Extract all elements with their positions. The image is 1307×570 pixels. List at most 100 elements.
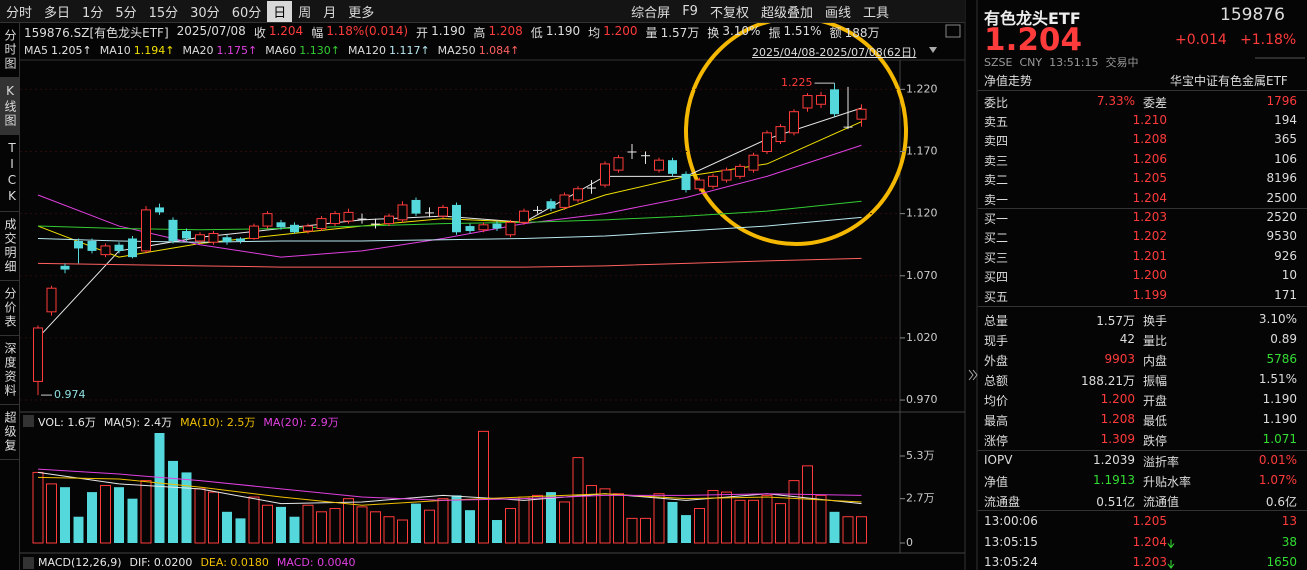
stat-value: 0.89	[1270, 332, 1297, 346]
side-tab[interactable]: TICK	[0, 135, 19, 212]
candle-body	[236, 238, 245, 241]
quote-value: 1.190	[431, 24, 466, 38]
volume-bar	[356, 506, 368, 544]
candle-body	[721, 169, 732, 181]
volume-bar	[276, 506, 286, 543]
volume-bar	[100, 485, 111, 544]
volume-bar	[694, 508, 705, 544]
book-volume: 926	[1274, 248, 1297, 263]
period-tab[interactable]: 周	[298, 5, 312, 21]
quote-label: 低	[530, 26, 543, 40]
candle-body	[100, 245, 111, 256]
ma-legend-item: MA10 1.194↑	[100, 44, 175, 57]
side-tab[interactable]: K线图	[0, 78, 19, 135]
volume-bar	[154, 433, 165, 543]
tool-button[interactable]: 不复权	[709, 5, 749, 21]
y-tick-label: 1.220	[906, 82, 938, 95]
candle-body	[802, 95, 813, 109]
wp-icon[interactable]	[945, 24, 961, 38]
tool-button[interactable]: F9	[682, 3, 698, 19]
side-tab[interactable]: 分价表	[0, 281, 19, 336]
stat-label: 内盘	[1143, 354, 1168, 368]
trade-price: 1.203	[1132, 555, 1167, 569]
book-price: 1.210	[1132, 113, 1167, 127]
candle-body	[397, 204, 408, 221]
code: 159876.SZ[有色龙头ETF]	[24, 26, 169, 40]
period-tab[interactable]: 分时	[6, 5, 33, 21]
volume-bar	[626, 517, 638, 544]
tab[interactable]: 净值走势	[984, 74, 1033, 88]
volume-bar	[235, 518, 246, 543]
expand-icon[interactable]	[972, 369, 978, 381]
candle-body	[546, 201, 556, 209]
candle-body	[681, 173, 691, 191]
side-tab[interactable]: 超级复	[0, 405, 19, 460]
range-label[interactable]: 2025/04/08-2025/07/08(62日)	[752, 46, 917, 59]
period-tab[interactable]: 日	[267, 0, 293, 22]
candle-body	[573, 188, 583, 201]
quote-value: 1.18%(0.014)	[326, 24, 409, 38]
candle-body	[290, 224, 299, 233]
book-volume: 10	[1281, 268, 1297, 283]
volume-bar	[829, 511, 840, 543]
candle-body	[735, 165, 745, 177]
quote-item: 额 188万	[830, 24, 880, 41]
period-tab[interactable]: 月	[323, 5, 337, 21]
help-icon[interactable]	[23, 557, 34, 569]
candle-body	[411, 199, 421, 214]
candle-body	[87, 240, 97, 251]
volume-bar	[46, 483, 57, 544]
side-tab[interactable]: 分时图	[0, 23, 19, 78]
volume-bar	[248, 496, 260, 544]
period-tab[interactable]: 更多	[348, 5, 375, 21]
ma-value: 1.205↑	[51, 44, 92, 57]
period-tab[interactable]: 60分	[231, 5, 262, 21]
help-icon[interactable]	[23, 415, 34, 427]
quote-value: 1.200	[603, 24, 638, 38]
candle-body	[465, 226, 475, 232]
trade-price: 1.205	[1132, 514, 1167, 528]
candle-body	[519, 210, 529, 223]
stat-label: 振幅	[1143, 374, 1168, 388]
tool-button[interactable]: 工具	[862, 5, 889, 21]
side-tab[interactable]: 深度资料	[0, 336, 19, 405]
indicator-label: MA(5): 2.4万	[103, 416, 173, 429]
dropdown-icon[interactable]	[929, 47, 937, 53]
period-tab[interactable]: 多日	[44, 5, 71, 21]
quote-item: 振 1.51%	[768, 24, 821, 41]
expand-icon[interactable]	[968, 369, 974, 381]
trade-time: 13:05:24	[984, 555, 1038, 569]
book-volume: 2520	[1266, 210, 1297, 224]
quote-label: 换	[707, 26, 720, 40]
candle-body	[371, 223, 380, 225]
volume-bar	[613, 493, 624, 544]
stat-value: 0.01%	[1258, 453, 1297, 467]
divider	[978, 306, 1307, 307]
ma-value: 1.130↑	[299, 44, 340, 57]
candle-body	[343, 211, 354, 222]
volume-bar	[168, 460, 178, 543]
tool-button[interactable]: 超级叠加	[760, 5, 813, 21]
quote-value: 1.57万	[660, 26, 700, 40]
y-tick-label: 1.020	[906, 331, 938, 344]
candle-body	[587, 187, 596, 189]
side-tab[interactable]: 成交明细	[0, 212, 19, 281]
candle-body	[425, 212, 434, 214]
volume-bar	[411, 503, 421, 543]
period-tab[interactable]: 5分	[115, 5, 137, 21]
candle-body	[128, 238, 137, 258]
period-tab[interactable]: 30分	[190, 5, 220, 21]
trade-volume: 38	[1281, 534, 1297, 549]
low-label: 0.974	[54, 388, 86, 401]
tool-button[interactable]: 画线	[824, 5, 851, 21]
quote-label: 收	[253, 26, 266, 40]
trade-time: 13:00:06	[984, 514, 1038, 528]
ma-legend: MA5 1.205↑ MA10 1.194↑ MA20 1.175↑ MA60 1.130↑ M…	[24, 44, 519, 57]
period-tab[interactable]: 15分	[148, 5, 179, 21]
candle-body	[856, 108, 867, 120]
stat-label: 换手	[1143, 314, 1168, 328]
period-tab[interactable]: 1分	[82, 5, 104, 21]
stat-value: 1.200	[1100, 392, 1135, 406]
ma-line	[37, 216, 862, 243]
tool-button[interactable]: 综合屏	[631, 5, 671, 21]
